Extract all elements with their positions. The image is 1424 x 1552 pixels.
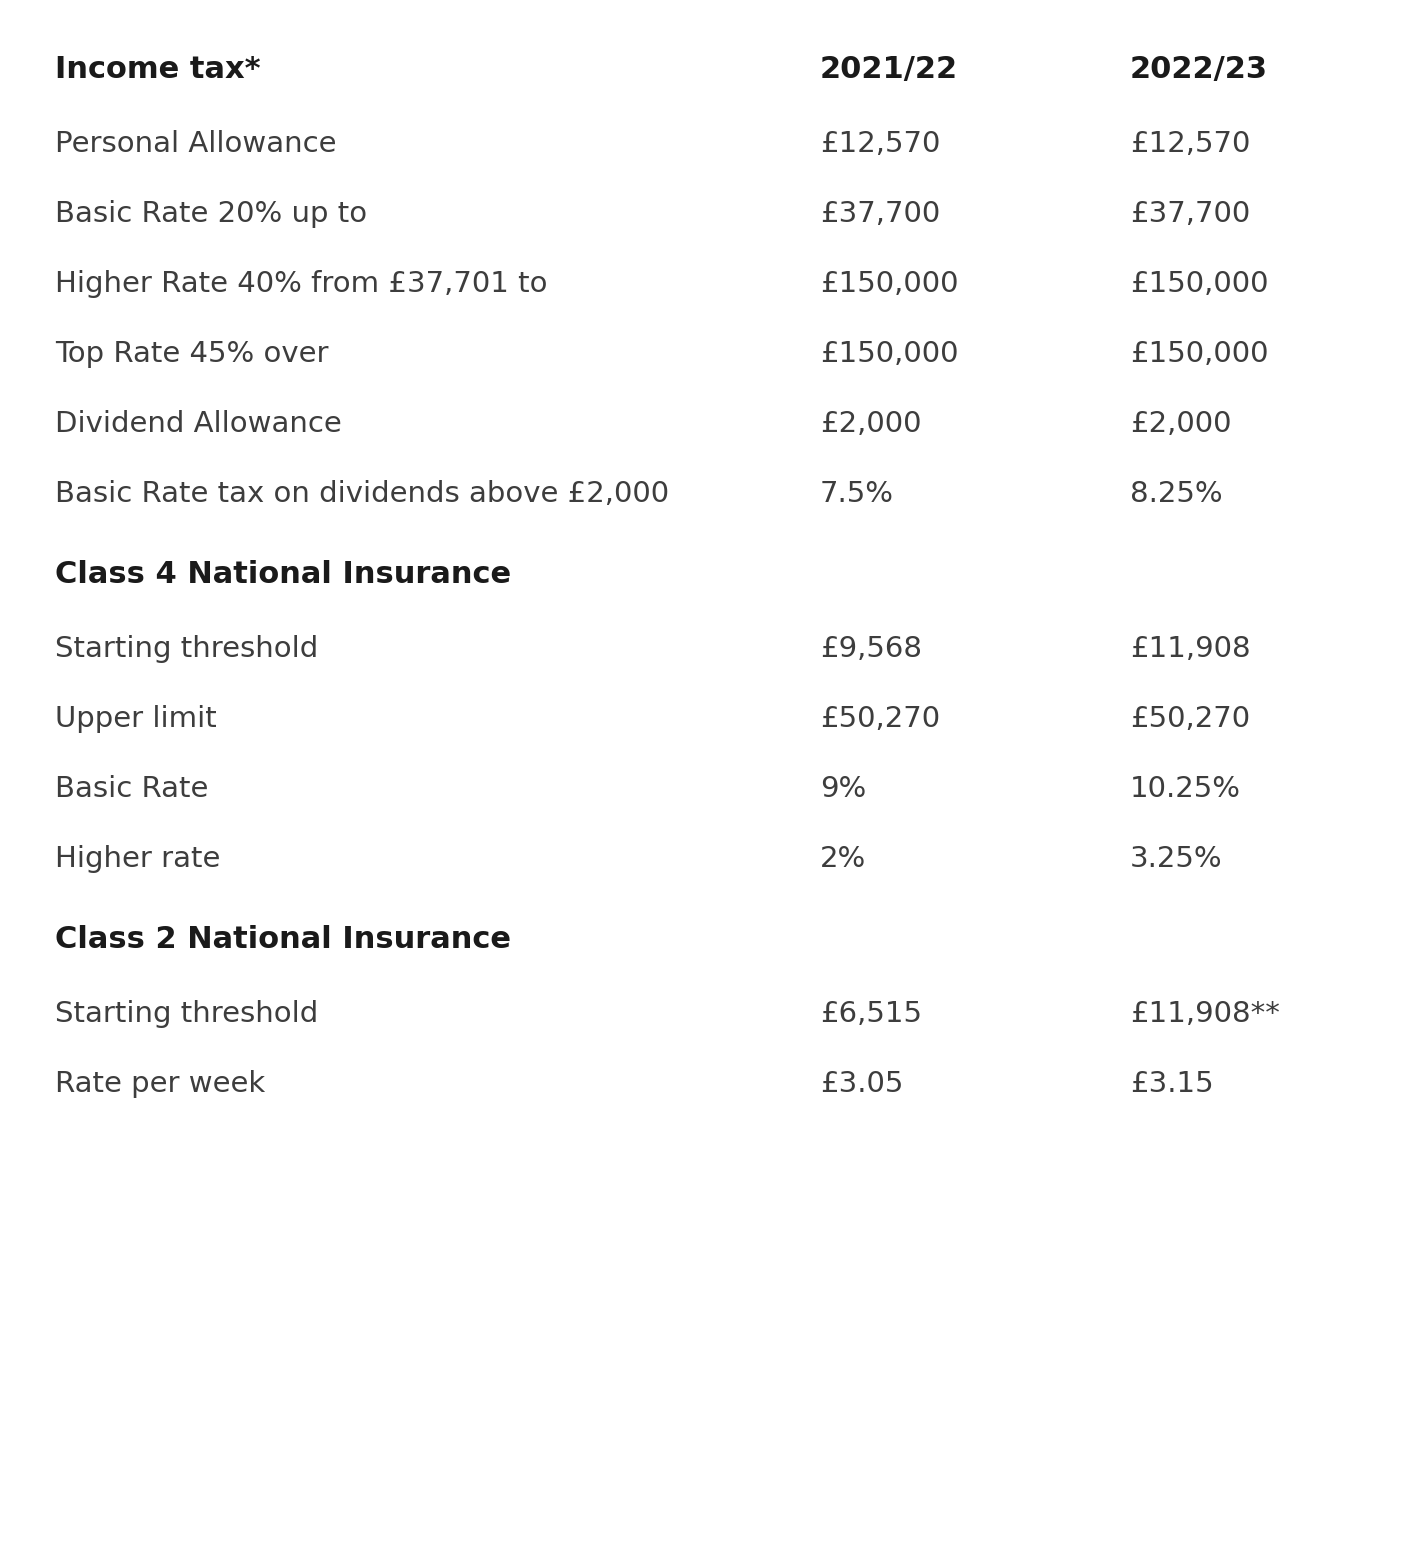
Text: £11,908**: £11,908** bbox=[1131, 999, 1280, 1027]
Text: £3.05: £3.05 bbox=[820, 1069, 903, 1097]
Text: £37,700: £37,700 bbox=[820, 200, 940, 228]
Text: Class 4 National Insurance: Class 4 National Insurance bbox=[56, 560, 511, 590]
Text: Starting threshold: Starting threshold bbox=[56, 999, 318, 1027]
Text: £12,570: £12,570 bbox=[1131, 130, 1250, 158]
Text: £150,000: £150,000 bbox=[820, 270, 958, 298]
Text: Class 2 National Insurance: Class 2 National Insurance bbox=[56, 925, 511, 954]
Text: £9,568: £9,568 bbox=[820, 635, 921, 663]
Text: £3.15: £3.15 bbox=[1131, 1069, 1213, 1097]
Text: £2,000: £2,000 bbox=[820, 410, 921, 438]
Text: Basic Rate: Basic Rate bbox=[56, 774, 208, 802]
Text: £2,000: £2,000 bbox=[1131, 410, 1232, 438]
Text: Upper limit: Upper limit bbox=[56, 705, 216, 733]
Text: Basic Rate tax on dividends above £2,000: Basic Rate tax on dividends above £2,000 bbox=[56, 480, 669, 508]
Text: Personal Allowance: Personal Allowance bbox=[56, 130, 336, 158]
Text: Starting threshold: Starting threshold bbox=[56, 635, 318, 663]
Text: 8.25%: 8.25% bbox=[1131, 480, 1223, 508]
Text: £150,000: £150,000 bbox=[1131, 270, 1269, 298]
Text: 9%: 9% bbox=[820, 774, 866, 802]
Text: £50,270: £50,270 bbox=[820, 705, 940, 733]
Text: 3.25%: 3.25% bbox=[1131, 844, 1223, 872]
Text: £50,270: £50,270 bbox=[1131, 705, 1250, 733]
Text: £150,000: £150,000 bbox=[1131, 340, 1269, 368]
Text: £6,515: £6,515 bbox=[820, 999, 921, 1027]
Text: Top Rate 45% over: Top Rate 45% over bbox=[56, 340, 329, 368]
Text: £11,908: £11,908 bbox=[1131, 635, 1250, 663]
Text: 2022/23: 2022/23 bbox=[1131, 54, 1267, 84]
Text: Basic Rate 20% up to: Basic Rate 20% up to bbox=[56, 200, 367, 228]
Text: Higher Rate 40% from £37,701 to: Higher Rate 40% from £37,701 to bbox=[56, 270, 547, 298]
Text: Income tax*: Income tax* bbox=[56, 54, 261, 84]
Text: £12,570: £12,570 bbox=[820, 130, 940, 158]
Text: Higher rate: Higher rate bbox=[56, 844, 221, 872]
Text: 2%: 2% bbox=[820, 844, 866, 872]
Text: £150,000: £150,000 bbox=[820, 340, 958, 368]
Text: £37,700: £37,700 bbox=[1131, 200, 1250, 228]
Text: Dividend Allowance: Dividend Allowance bbox=[56, 410, 342, 438]
Text: 2021/22: 2021/22 bbox=[820, 54, 958, 84]
Text: 10.25%: 10.25% bbox=[1131, 774, 1240, 802]
Text: Rate per week: Rate per week bbox=[56, 1069, 265, 1097]
Text: 7.5%: 7.5% bbox=[820, 480, 894, 508]
